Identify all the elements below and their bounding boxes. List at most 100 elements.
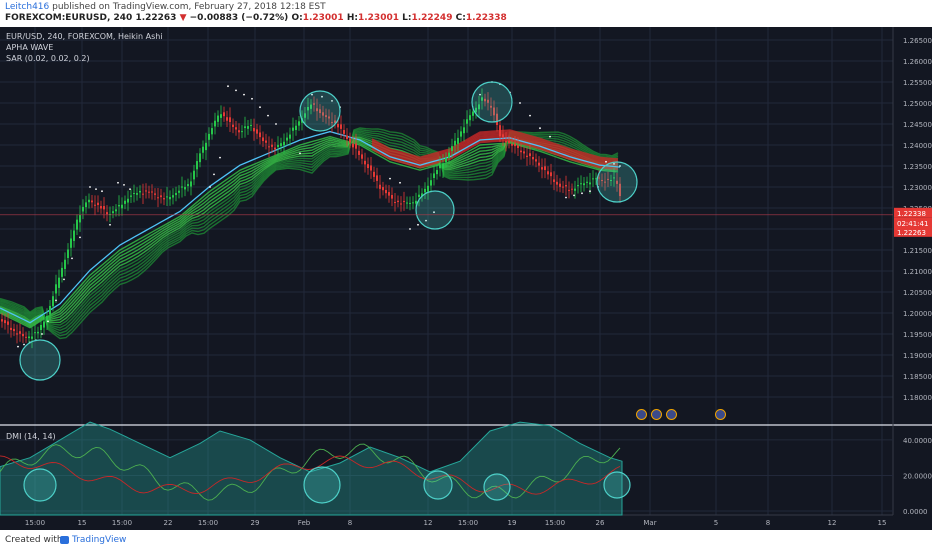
event-badge-icon[interactable] (636, 409, 647, 420)
candle-body (31, 336, 33, 339)
highlight-circle[interactable] (19, 339, 61, 381)
candle-body (112, 211, 114, 214)
candle-body (544, 166, 546, 171)
dmi-highlight-circle[interactable] (603, 471, 631, 499)
candle-body (478, 104, 480, 110)
event-badge-icon[interactable] (715, 409, 726, 420)
candle-body (73, 230, 75, 241)
dmi-legend[interactable]: DMI (14, 14) (6, 432, 56, 441)
sar-dot (243, 93, 245, 96)
candle-body (229, 117, 231, 123)
candle-body (274, 147, 276, 150)
price-tick-label: 1.19500 (903, 331, 932, 339)
candle-body (277, 144, 279, 148)
candle-body (439, 164, 441, 169)
time-tick-label: 8 (766, 519, 770, 527)
tradingview-link[interactable]: TradingView (72, 535, 127, 545)
sar-dot (227, 85, 229, 88)
highlight-circle[interactable] (471, 81, 513, 123)
candle-body (445, 157, 447, 162)
candle-body (169, 196, 171, 200)
candle-body (436, 170, 438, 175)
highlight-circle[interactable] (299, 90, 341, 132)
dmi-highlight-circle[interactable] (303, 466, 341, 504)
price-change: −0.00883 (−0.72%) (189, 13, 289, 23)
sar-dot (89, 186, 91, 188)
author-link[interactable]: Leitch416 (5, 2, 50, 12)
candle-body (553, 179, 555, 182)
candle-body (334, 120, 336, 123)
dmi-highlight-circle[interactable] (23, 468, 57, 502)
candle-body (145, 190, 147, 192)
legend-symbol[interactable]: EUR/USD, 240, FOREXCOM, Heikin Ashi (6, 32, 163, 41)
candle-body (460, 131, 462, 137)
candle-body (325, 115, 327, 118)
time-tick-label: 29 (251, 519, 260, 527)
sar-dot (581, 192, 583, 195)
highlight-circle[interactable] (415, 190, 455, 230)
time-tick-label: 15 (878, 519, 887, 527)
legend-indicator-wave[interactable]: APHA WAVE (6, 43, 54, 52)
time-tick-label: 26 (596, 519, 605, 527)
candle-body (358, 150, 360, 155)
chart-canvas[interactable]: 1.26500 1.26000 1.25500 1.25000 1.24500 1.240… (0, 27, 932, 530)
candle-body (253, 128, 255, 132)
candle-body (310, 104, 312, 109)
chart-area[interactable]: 1.26500 1.26000 1.25500 1.25000 1.24500 1.240… (0, 27, 932, 530)
event-badge-icon[interactable] (651, 409, 662, 420)
candle-body (103, 206, 105, 210)
candle-body (319, 109, 321, 114)
candle-body (457, 137, 459, 144)
close-price-marker-bg (894, 207, 932, 218)
candle-body (70, 238, 72, 248)
candle-body (589, 182, 591, 185)
legend-indicator-sar[interactable]: SAR (0.02, 0.02, 0.2) (6, 54, 90, 63)
candle-body (391, 194, 393, 199)
close-price-marker: 1.22338 (897, 210, 926, 218)
sar-dot (331, 100, 333, 102)
sar-dot (129, 188, 131, 191)
candle-body (502, 134, 504, 138)
dmi-tick-label: 20.0000 (903, 472, 932, 480)
sar-dot (549, 135, 551, 138)
sar-dot (425, 219, 427, 222)
candle-body (175, 192, 177, 196)
sar-dot (275, 123, 277, 125)
candle-body (481, 97, 483, 101)
candle-body (559, 183, 561, 187)
price-tick-label: 1.21000 (903, 268, 932, 276)
candle-body (469, 115, 471, 121)
candle-body (292, 127, 294, 131)
candle-body (406, 202, 408, 204)
candle-body (166, 196, 168, 198)
candle-body (514, 143, 516, 147)
dmi-highlight-circle[interactable] (423, 470, 453, 500)
price-tick-label: 1.18500 (903, 373, 932, 381)
candle-body (550, 172, 552, 177)
sar-dot (529, 114, 531, 117)
candle-body (355, 143, 357, 149)
candle-body (61, 267, 63, 277)
footer: Created with TradingView (0, 530, 932, 550)
candle-body (484, 98, 486, 102)
sar-dot (71, 257, 73, 260)
dmi-tick-label: 0.0000 (903, 508, 928, 516)
candle-body (520, 150, 522, 153)
event-badge-icon[interactable] (666, 409, 677, 420)
candle-body (580, 183, 582, 185)
candle-body (517, 145, 519, 149)
highlight-circle[interactable] (596, 161, 638, 203)
candle-body (130, 195, 132, 197)
ribbon-line (0, 136, 619, 324)
down-arrow-icon: ▼ (179, 13, 187, 23)
sar-dot (433, 211, 435, 214)
time-tick-label: 15:00 (25, 519, 45, 527)
dmi-highlight-circle[interactable] (483, 473, 511, 501)
sar-dot (389, 177, 391, 180)
candle-body (214, 120, 216, 127)
sar-dot (573, 194, 575, 197)
candle-body (346, 135, 348, 139)
adx-area (0, 421, 623, 516)
candle-body (313, 103, 315, 105)
candle-body (571, 188, 573, 190)
